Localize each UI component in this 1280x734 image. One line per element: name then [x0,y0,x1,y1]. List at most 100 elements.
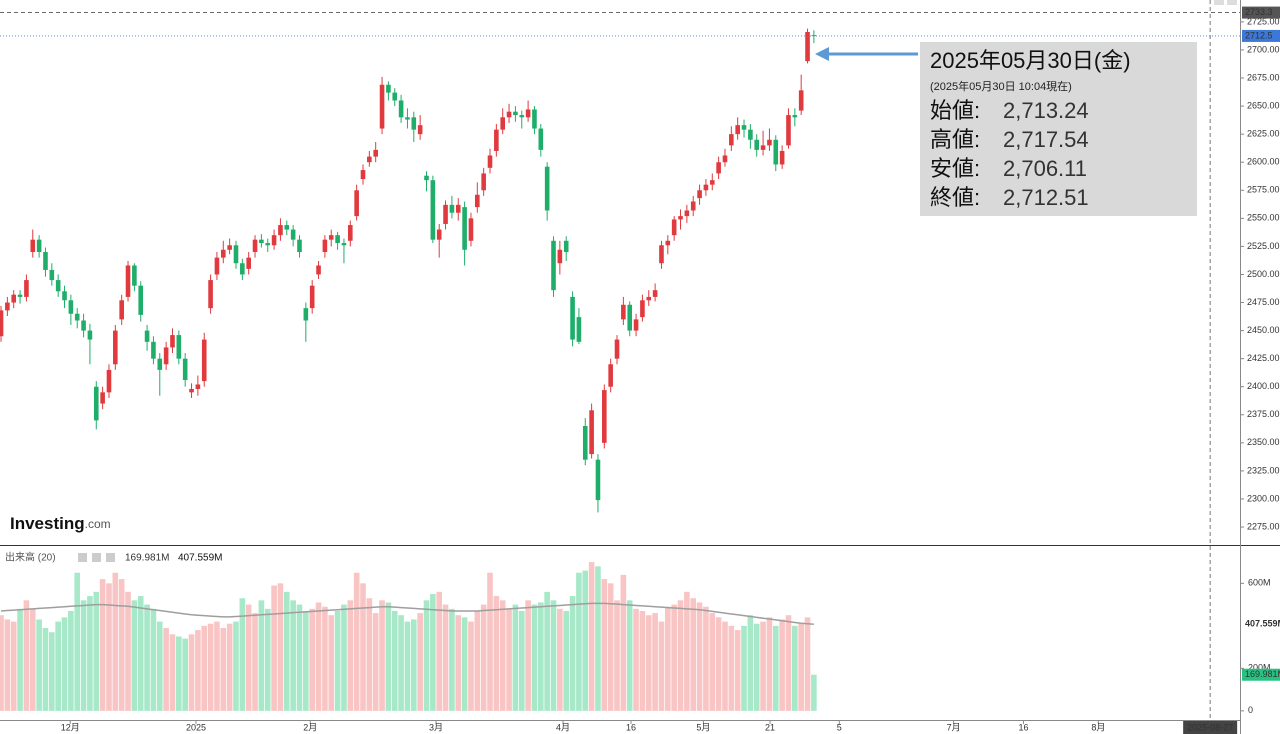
volume-bar [207,623,214,711]
volume-bar [696,602,703,711]
y-tick-label: 2700.00 [1247,44,1280,54]
volume-bar [322,606,328,711]
volume-bar [512,604,519,711]
candle-body [557,249,563,264]
candle-body [665,240,671,246]
volume-bar [112,572,119,711]
icon[interactable] [78,553,87,562]
crosshair-label-box [1183,721,1238,734]
volume-marker-label: 169.981M [1245,669,1280,679]
candle-body [779,150,785,165]
candle-body [189,388,194,393]
volume-value: 169.981M [125,553,169,564]
volume-bar [283,591,290,711]
volume-bar [80,600,87,711]
volume-marker [1242,668,1280,681]
volume-bar [182,638,188,711]
candle-body [405,117,410,120]
volume-bar [518,610,525,711]
volume-bar [144,604,150,711]
candle-body [36,239,42,253]
candle-body [735,125,740,135]
candle-body [360,170,366,180]
x-tick-label: 5月 [696,722,710,732]
candle-body [436,229,442,240]
candle-body [519,115,525,118]
candle-body [697,190,702,199]
candle-body [563,240,569,253]
candle-body [481,173,486,191]
volume-bar [360,583,366,711]
crosshair-label: 2025-08-27 [1187,722,1233,732]
icon[interactable] [1227,0,1237,5]
volume-bar [93,591,100,711]
candle-body [144,330,150,342]
volume-bar [671,604,677,711]
candle-body [595,459,601,501]
candle-body [417,125,423,135]
candle-body [716,162,721,174]
icon[interactable] [106,553,115,562]
candle-body [341,243,347,246]
candle-body [741,125,747,130]
volume-bar [264,608,271,711]
candle-body [62,291,67,301]
volume-bar [474,610,481,711]
y-tick-label: 2350.00 [1247,437,1280,447]
volume-bar [74,572,81,711]
y-tick-label: 2675.00 [1247,72,1280,82]
candle-body [767,139,772,146]
candle-body [233,245,239,264]
candle-body [68,300,74,314]
candle-body [367,156,372,163]
candle-body [386,84,391,93]
volume-bar [239,598,246,711]
volume-bar [734,630,741,711]
y-tick-label: 0 [1248,705,1253,715]
tooltip-row-label: 終値: [930,185,980,210]
volume-bar [645,615,652,711]
volume-bar [569,596,576,711]
candle-body [259,239,264,244]
volume-bar [430,593,436,711]
volume-bar [226,623,233,711]
candle-body [582,426,588,460]
candle-body [424,175,429,181]
candle-body [151,341,156,359]
volume-bar [0,615,4,711]
candle-body [551,240,556,291]
y-tick-label: 2525.00 [1247,241,1280,251]
volume-bar [576,572,582,711]
volume-bar [55,621,61,711]
logo-suffix: .com [85,517,111,531]
candle-body [17,294,23,297]
candle-body [646,296,652,301]
candle-body [297,239,302,253]
indicator-icons [78,553,115,562]
volume-bar [633,608,639,711]
candle-body [93,386,99,421]
tooltip-row-label: 始値: [930,98,980,123]
volume-bar [417,613,423,711]
volume-bar [626,600,633,711]
y-tick-label: 2500.00 [1247,269,1280,279]
volume-bar [709,613,716,711]
tooltip-row-value: 2,713.24 [1003,98,1089,123]
icon[interactable] [1214,0,1224,5]
volume-bar [36,619,42,711]
volume-bar [722,621,728,711]
x-tick-label: 7月 [947,722,961,732]
volume-bar [99,579,106,711]
volume-bar [214,621,220,711]
volume-bar [677,600,684,711]
tooltip-subtitle: (2025年05月30日 10:04現在) [930,79,1072,93]
volume-bar [588,562,595,711]
volume-bar [747,615,754,711]
icon[interactable] [92,553,101,562]
y-tick-label: 2300.00 [1247,493,1280,503]
volume-bar [42,627,49,711]
candle-body [322,239,328,253]
volume-bar [4,619,11,711]
volume-bar [772,625,779,711]
